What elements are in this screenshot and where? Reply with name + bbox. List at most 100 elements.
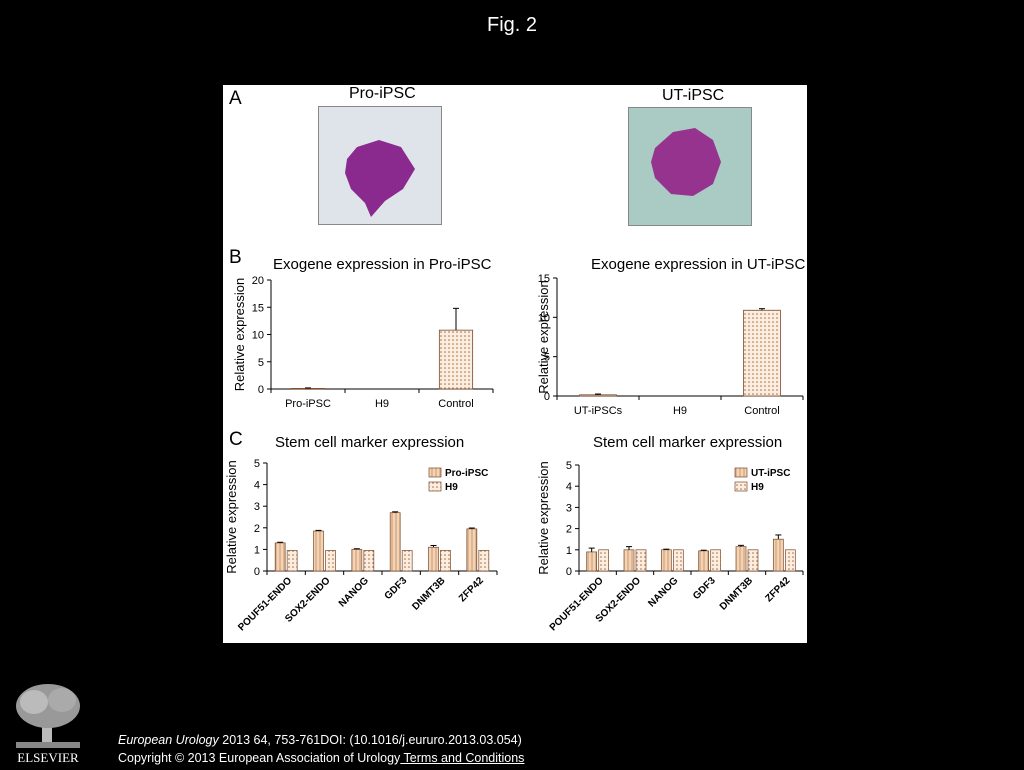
- bar: [313, 530, 324, 572]
- micrograph-label-ut-ipsc: UT-iPSC: [662, 87, 725, 104]
- y-tick-label: 0: [254, 566, 260, 578]
- panel-label-c: C: [229, 429, 243, 450]
- bar: [635, 549, 647, 572]
- y-tick-label: 1: [566, 545, 572, 557]
- legend-label: H9: [445, 482, 458, 493]
- bar: [672, 549, 684, 572]
- panel-label-b: B: [229, 247, 242, 268]
- bar: [772, 538, 784, 572]
- chart-exogene-pro-ipsc: 0 5 10 15 20 Relative expression Pro-iPSC H9 Con…: [223, 270, 498, 425]
- y-tick-label: 5: [544, 352, 550, 364]
- chart-svg-exogene-pro-ipsc: 0 5 10 15 20 Relative expression Pro-iPSC H9 Con…: [232, 275, 494, 410]
- citation-details: 2013 64, 753-761DOI: (10.1016/j.eururo.2…: [218, 733, 522, 747]
- y-tick-label: 4: [566, 481, 572, 493]
- bar: [579, 394, 617, 397]
- micrograph-ut-ipsc-image: [629, 108, 751, 225]
- bar: [290, 388, 326, 390]
- bar: [389, 512, 401, 572]
- y-tick-label: 15: [252, 302, 264, 314]
- chart-title-exogene-pro-ipsc: Exogene expression in Pro-iPSC: [273, 256, 492, 273]
- bar: [440, 550, 451, 572]
- bar: [466, 528, 478, 572]
- cell-colony: [345, 140, 415, 217]
- chart-marker-ut-ipsc: 0 1 2 3 4 5 Relative expression POUF51-ENDO SOX2…: [535, 455, 807, 648]
- micrograph-pro-ipsc: [318, 106, 442, 225]
- bar: [478, 550, 490, 572]
- x-tick-label: GDF3: [383, 575, 410, 602]
- elsevier-logo-text: ELSEVIER: [17, 750, 79, 765]
- micrograph-label-pro-ipsc: Pro-iPSC: [349, 85, 416, 102]
- journal-name: European Urology: [118, 733, 219, 747]
- y-tick-label: 5: [258, 357, 264, 369]
- y-tick-label: 15: [538, 273, 550, 285]
- x-tick-label: DNMT3B: [410, 575, 447, 612]
- y-tick-label: 20: [252, 275, 264, 287]
- x-tick-label: GDF3: [691, 575, 718, 602]
- micrograph-ut-ipsc: [628, 107, 752, 226]
- x-tick-label: Control: [438, 398, 473, 410]
- y-tick-label: 2: [254, 523, 260, 535]
- bar: [438, 329, 474, 390]
- y-tick-label: 4: [254, 480, 260, 492]
- bar: [623, 549, 635, 572]
- y-tick-label: 0: [258, 384, 264, 396]
- copyright-line: Copyright © 2013 European Association of…: [118, 749, 524, 767]
- bar: [428, 546, 439, 572]
- panel-label-a: A: [229, 88, 242, 109]
- bar: [351, 549, 363, 572]
- bar: [660, 549, 672, 572]
- legend-label: H9: [751, 482, 764, 493]
- y-tick-label: 3: [566, 502, 572, 514]
- figure-title: Fig. 2: [486, 14, 538, 36]
- y-tick-label: 10: [538, 312, 550, 324]
- legend-swatch: [734, 481, 748, 492]
- y-axis-label: Relative expression: [224, 460, 239, 573]
- y-tick-label: 10: [252, 330, 264, 342]
- elsevier-logo: ELSEVIER: [8, 680, 88, 765]
- bar: [735, 546, 747, 572]
- chart-marker-pro-ipsc: 0 1 2 3 4 5 Relative expression POUF51-ENDO SOX2…: [223, 453, 503, 648]
- bar: [743, 309, 781, 397]
- bar: [598, 549, 610, 572]
- chart-title-exogene-ut-ipsc: Exogene expression in UT-iPSC: [591, 256, 806, 273]
- y-tick-label: 5: [254, 458, 260, 470]
- x-tick-label: POUF51-ENDO: [548, 575, 606, 633]
- y-tick-label: 0: [544, 391, 550, 403]
- x-tick-label: NANOG: [646, 575, 680, 609]
- cell-colony: [651, 128, 721, 196]
- citation-block: European Urology 2013 64, 753-761DOI: (1…: [118, 731, 524, 767]
- y-axis-label: Relative expression: [536, 280, 551, 393]
- y-axis-label: Relative expression: [232, 278, 247, 391]
- x-tick-label: UT-iPSCs: [574, 405, 623, 417]
- y-tick-label: 2: [566, 524, 572, 536]
- y-axis-label: Relative expression: [536, 461, 551, 574]
- y-tick-label: 0: [566, 566, 572, 578]
- legend-swatch: [734, 467, 748, 478]
- micrograph-pro-ipsc-image: [319, 107, 441, 224]
- chart-title-marker-ut-ipsc: Stem cell marker expression: [593, 434, 783, 451]
- x-tick-label: H9: [375, 398, 389, 410]
- bar: [710, 549, 722, 572]
- x-tick-label: NANOG: [337, 575, 371, 609]
- y-tick-label: 5: [566, 460, 572, 472]
- legend-label: Pro-iPSC: [445, 468, 488, 479]
- legend-swatch: [428, 481, 442, 492]
- bar: [286, 550, 298, 572]
- x-tick-label: ZFP42: [457, 575, 486, 604]
- bar: [401, 550, 413, 572]
- x-tick-label: Pro-iPSC: [285, 398, 331, 410]
- bar: [274, 542, 286, 572]
- y-tick-label: 3: [254, 501, 260, 513]
- terms-link[interactable]: Terms and Conditions: [400, 751, 525, 765]
- citation-line: European Urology 2013 64, 753-761DOI: (1…: [118, 731, 524, 749]
- copyright-text: Copyright © 2013 European Association of…: [118, 751, 401, 765]
- x-tick-label: Control: [744, 405, 779, 417]
- x-tick-label: ZFP42: [763, 575, 792, 604]
- figure-panel: A Pro-iPSC UT-iPSC B Exogene expression …: [223, 85, 807, 643]
- x-tick-label: H9: [673, 405, 687, 417]
- chart-exogene-ut-ipsc: 0 5 10 15 Relative expression UT-iPSCs H9 Contr…: [535, 268, 807, 423]
- legend-swatch: [428, 467, 442, 478]
